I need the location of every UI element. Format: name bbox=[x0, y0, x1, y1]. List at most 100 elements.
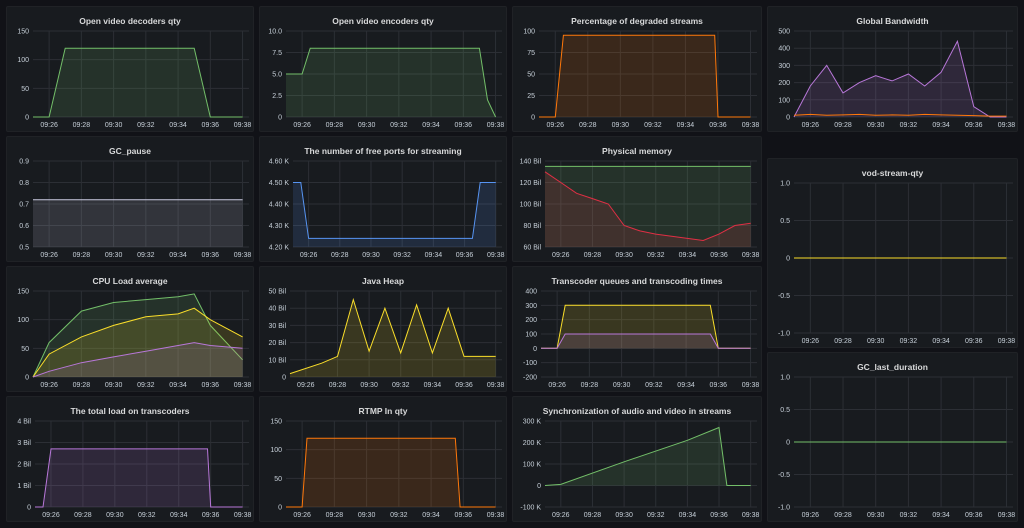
x-tick-label: 09:34 bbox=[169, 382, 187, 389]
panel-title[interactable]: GC_last_duration bbox=[857, 362, 928, 372]
series-line bbox=[289, 297, 496, 375]
panel-title[interactable]: GC_pause bbox=[108, 146, 152, 156]
x-tick-label: 09:26 bbox=[297, 382, 315, 389]
panel-title[interactable]: Java Heap bbox=[361, 276, 405, 286]
x-tick-label: 09:36 bbox=[965, 122, 983, 129]
panel-rtmp[interactable]: RTMP In qty 150 100 50 0 09:26 09:28 09:30 09:32… bbox=[259, 396, 507, 522]
panel-bandwidth[interactable]: Global Bandwidth 500 400 300 200 100 0 09:26 09:… bbox=[767, 6, 1018, 132]
x-tick-label: 09:32 bbox=[137, 252, 155, 259]
series-line bbox=[32, 293, 243, 378]
panel-vodqty[interactable]: vod-stream-qty 1.0 0.5 0 -0.5 -1.0 09:26 09:28 0… bbox=[767, 158, 1018, 348]
x-tick-label: 09:38 bbox=[487, 252, 505, 259]
x-tick-label: 09:28 bbox=[329, 382, 347, 389]
y-tick-label: 100 bbox=[778, 97, 790, 104]
panel-encoders[interactable]: Open video encoders qty 10.0 7.5 5.0 2.5 0 09:… bbox=[259, 6, 507, 132]
panel-memory[interactable]: Physical memory 140 Bil 120 Bil 100 Bil 80 B… bbox=[512, 136, 762, 262]
panel-decoders[interactable]: Open video decoders qty 150 100 50 0 09:26 09:… bbox=[6, 6, 254, 132]
x-tick-label: 09:32 bbox=[138, 512, 156, 519]
x-tick-label: 09:36 bbox=[202, 252, 220, 259]
panel-title[interactable]: Percentage of degraded streams bbox=[571, 16, 703, 26]
x-tick-label: 09:30 bbox=[867, 338, 885, 345]
panel-title[interactable]: The total load on transcoders bbox=[70, 406, 190, 416]
panel-ports[interactable]: The number of free ports for streaming 4.… bbox=[259, 136, 507, 262]
y-tick-label: 0 bbox=[278, 505, 282, 512]
panel-title[interactable]: vod-stream-qty bbox=[861, 168, 924, 178]
y-tick-label: 50 bbox=[21, 86, 29, 93]
x-tick-label: 09:32 bbox=[390, 512, 408, 519]
series-line bbox=[286, 47, 497, 118]
panel-title[interactable]: Open video decoders qty bbox=[79, 16, 181, 26]
y-tick-label: 150 bbox=[270, 419, 282, 426]
x-tick-label: 09:38 bbox=[234, 252, 252, 259]
y-tick-label: 50 bbox=[527, 72, 535, 79]
series-area bbox=[539, 35, 751, 117]
series-area bbox=[545, 166, 751, 247]
series-area bbox=[286, 48, 496, 118]
y-tick-label: 0 bbox=[533, 346, 537, 353]
x-tick-label: 09:32 bbox=[137, 382, 155, 389]
y-tick-label: 0 bbox=[282, 375, 286, 382]
series-line bbox=[793, 113, 1007, 117]
x-tick-label: 09:38 bbox=[487, 382, 505, 389]
panel-degraded[interactable]: Percentage of degraded streams 100 75 50 25 0… bbox=[512, 6, 762, 132]
x-tick-label: 09:26 bbox=[293, 122, 311, 129]
series-line bbox=[539, 34, 751, 118]
series-area bbox=[290, 299, 496, 377]
y-tick-label: 100 bbox=[523, 29, 535, 36]
x-tick-label: 09:38 bbox=[487, 122, 505, 129]
panel-gcpause[interactable]: GC_pause 0.9 0.8 0.7 0.6 0.5 09:26 09:28 09:30 09… bbox=[6, 136, 254, 262]
y-tick-label: 100 bbox=[17, 317, 29, 324]
y-tick-label: -0.5 bbox=[778, 293, 790, 300]
x-tick-label: 09:30 bbox=[358, 122, 376, 129]
panel-transload[interactable]: The total load on transcoders 4 Bil 3 Bil 2… bbox=[6, 396, 254, 522]
x-tick-label: 09:30 bbox=[615, 512, 633, 519]
panel-title[interactable]: Open video encoders qty bbox=[332, 16, 434, 26]
y-tick-label: 0.8 bbox=[19, 180, 29, 187]
x-tick-label: 09:26 bbox=[547, 122, 565, 129]
panel-title[interactable]: Physical memory bbox=[602, 146, 672, 156]
panel-title[interactable]: The number of free ports for streaming bbox=[304, 146, 462, 156]
x-tick-label: 09:36 bbox=[456, 252, 474, 259]
chart-bandwidth: 500 400 300 200 100 0 09:26 09:28 09:30 09:32 09:3… bbox=[778, 29, 1016, 130]
panel-heap[interactable]: Java Heap 50 Bil 40 Bil 30 Bil 20 Bil 10 Bil 0… bbox=[259, 266, 507, 392]
panel-cpu[interactable]: CPU Load average 150 100 50 0 09:26 09:28 09:30… bbox=[6, 266, 254, 392]
x-tick-label: 09:30 bbox=[105, 122, 123, 129]
panel-title[interactable]: Transcoder queues and transcoding times bbox=[551, 276, 723, 286]
chart-heap: 50 Bil 40 Bil 30 Bil 20 Bil 10 Bil 0 09:26 09:2… bbox=[268, 289, 505, 390]
x-tick-label: 09:34 bbox=[424, 382, 442, 389]
x-tick-label: 09:38 bbox=[742, 252, 760, 259]
panel-avsync[interactable]: Synchronization of audio and video in st… bbox=[512, 396, 762, 522]
panel-title[interactable]: Synchronization of audio and video in st… bbox=[542, 406, 732, 416]
x-tick-label: 09:38 bbox=[234, 122, 252, 129]
x-tick-label: 09:36 bbox=[710, 252, 728, 259]
y-tick-label: -1.0 bbox=[778, 505, 790, 512]
chart-rtmp: 150 100 50 0 09:26 09:28 09:30 09:32 09:34 09:36 0… bbox=[270, 419, 504, 520]
x-tick-label: 09:28 bbox=[331, 252, 349, 259]
y-tick-label: 0 bbox=[27, 505, 31, 512]
panel-title[interactable]: CPU Load average bbox=[92, 276, 168, 286]
y-tick-label: 100 K bbox=[523, 462, 542, 469]
chart-gclast: 1.0 0.5 0 -0.5 -1.0 09:26 09:28 09:30 09:32 09:34… bbox=[778, 375, 1015, 520]
x-tick-label: 09:34 bbox=[422, 122, 440, 129]
panel-title[interactable]: RTMP In qty bbox=[358, 406, 408, 416]
panel-queues[interactable]: Transcoder queues and transcoding times 4… bbox=[512, 266, 762, 392]
x-tick-label: 09:32 bbox=[390, 122, 408, 129]
panel-title[interactable]: Global Bandwidth bbox=[856, 16, 929, 26]
series-area bbox=[33, 199, 243, 247]
series-line bbox=[793, 39, 1007, 118]
x-tick-label: 09:34 bbox=[169, 122, 187, 129]
y-tick-label: 100 bbox=[17, 57, 29, 64]
x-tick-label: 09:38 bbox=[998, 122, 1016, 129]
x-tick-label: 09:32 bbox=[393, 252, 411, 259]
panel-gclast[interactable]: GC_last_duration 1.0 0.5 0 -0.5 -1.0 09:26 09:2… bbox=[767, 352, 1018, 522]
x-tick-label: 09:26 bbox=[300, 252, 318, 259]
y-tick-label: 10.0 bbox=[268, 29, 282, 36]
x-tick-label: 09:26 bbox=[293, 512, 311, 519]
x-tick-label: 09:32 bbox=[392, 382, 410, 389]
series-area bbox=[545, 427, 751, 486]
series-area bbox=[33, 293, 243, 377]
series-area bbox=[541, 334, 751, 349]
y-tick-label: 0.7 bbox=[19, 202, 29, 209]
x-tick-label: 09:34 bbox=[425, 252, 443, 259]
series-line bbox=[544, 171, 751, 242]
